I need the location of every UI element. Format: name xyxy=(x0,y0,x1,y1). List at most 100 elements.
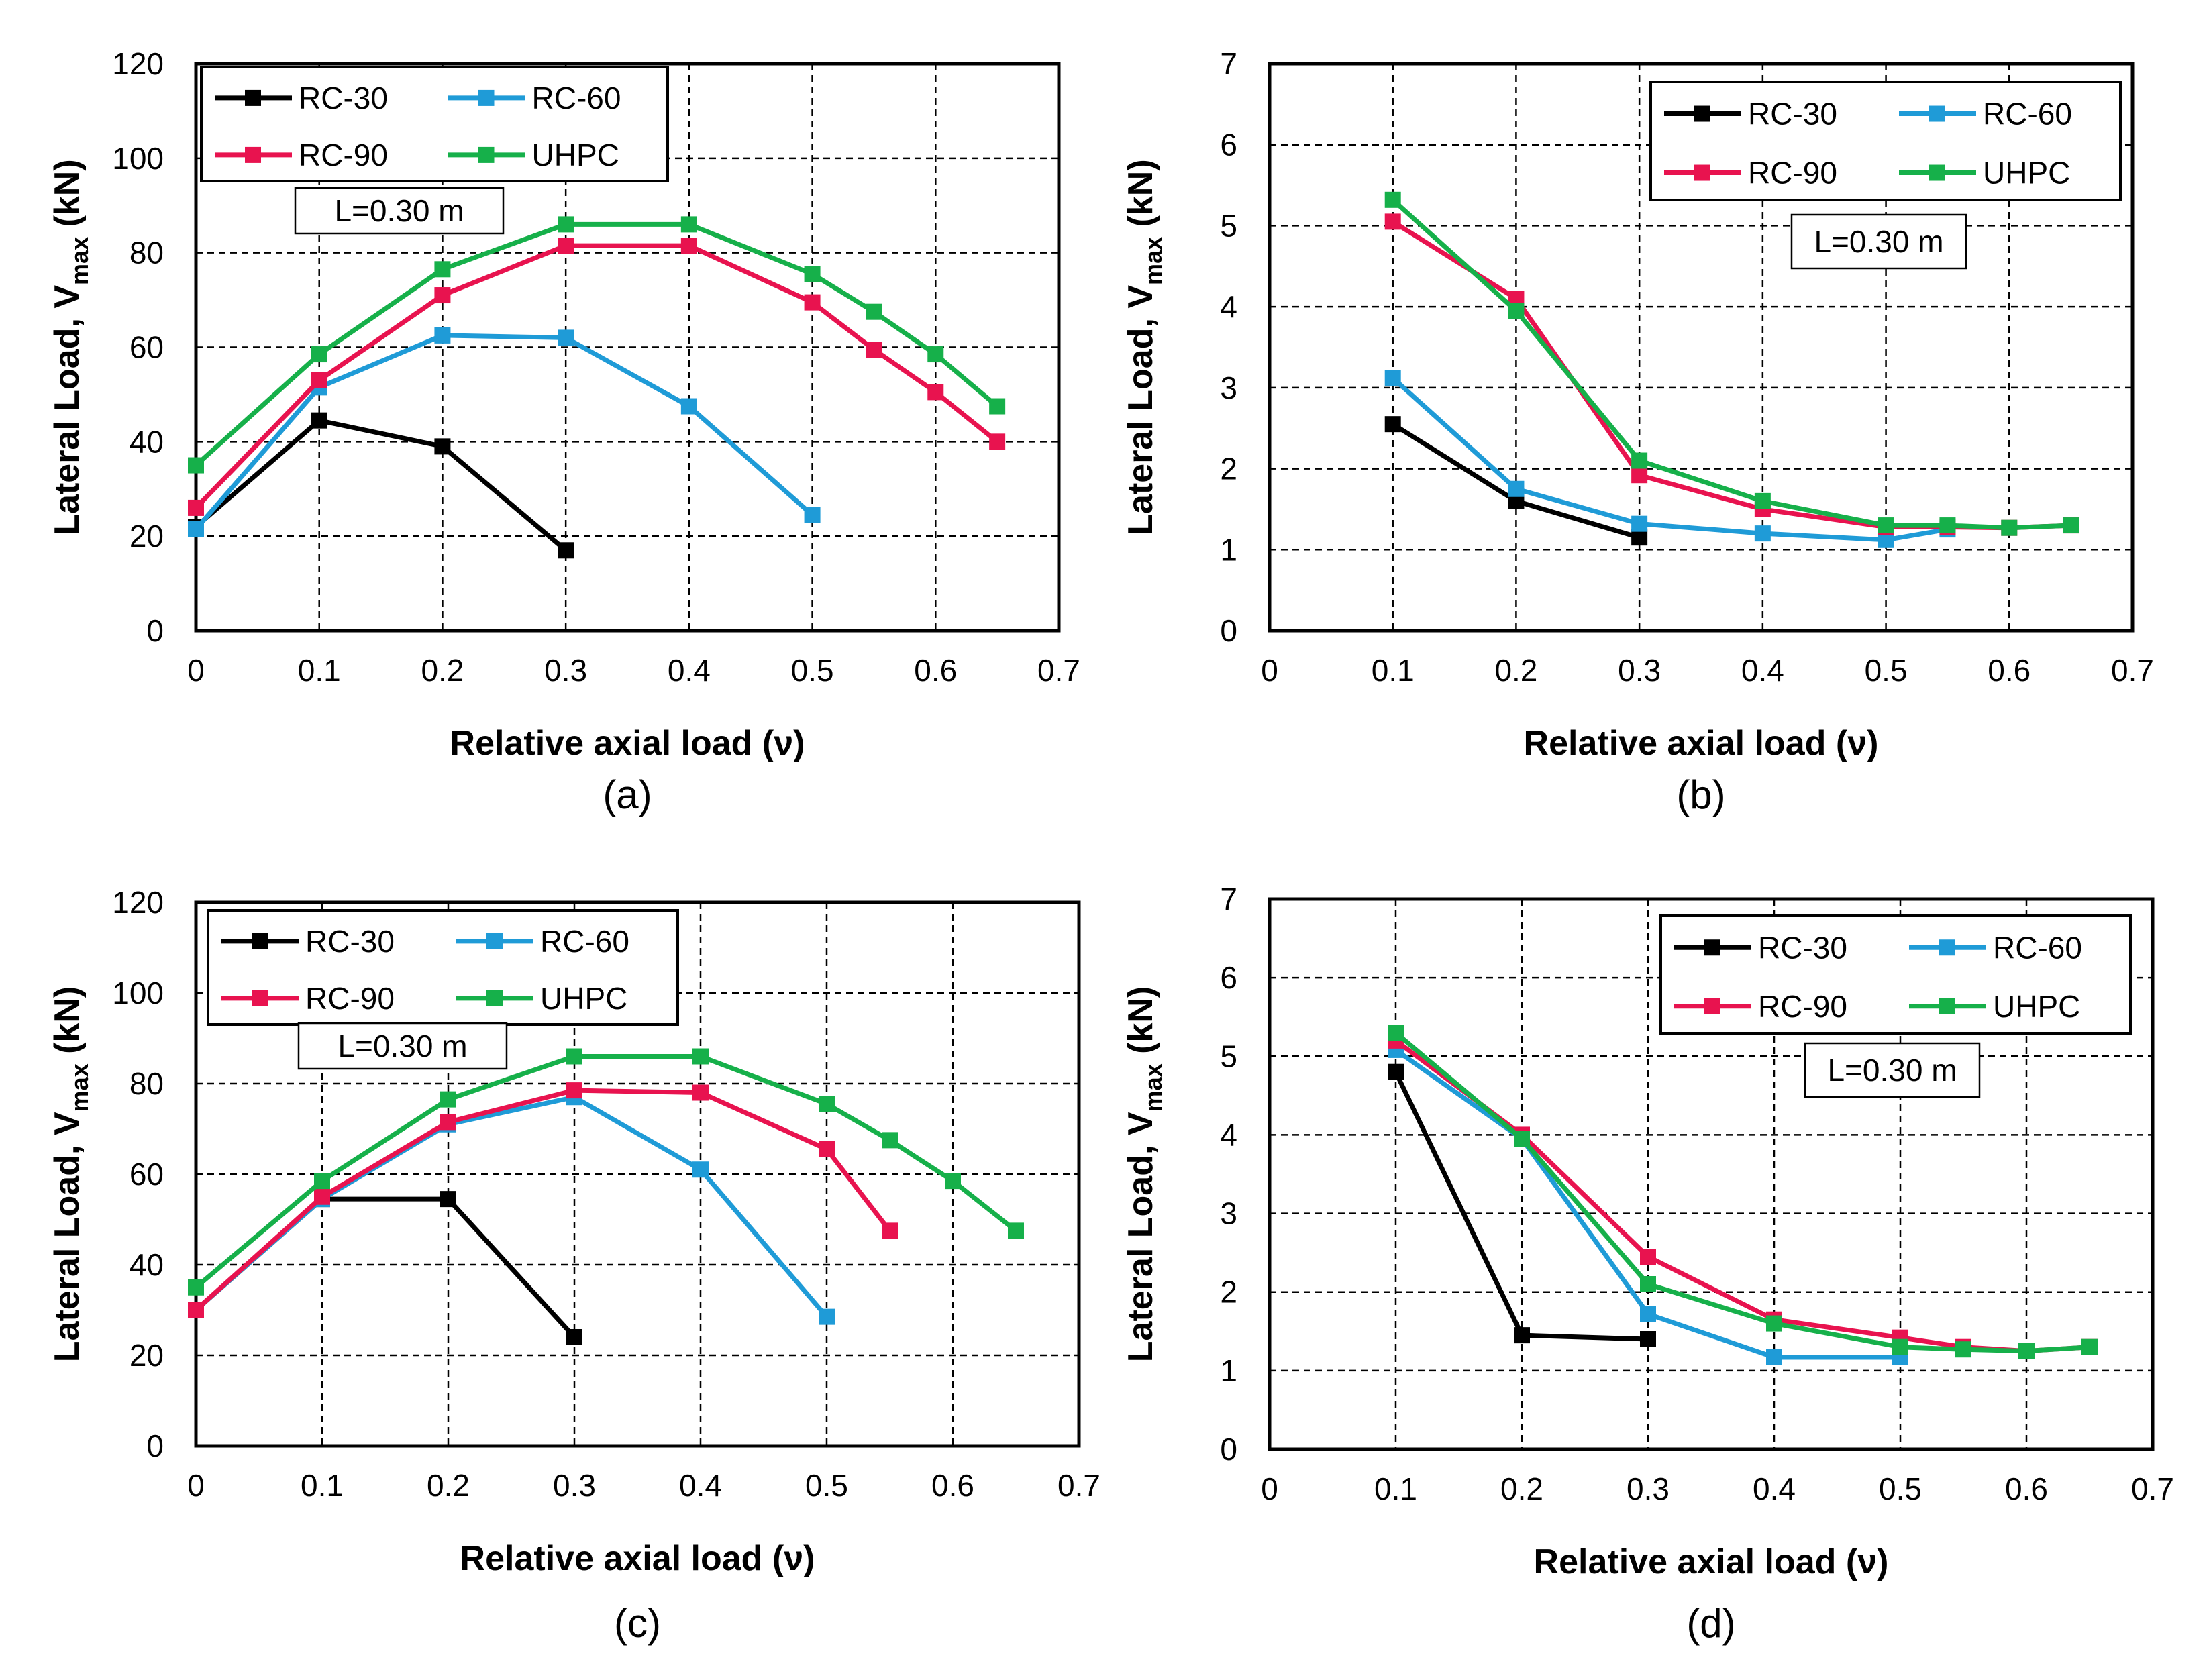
legend-label: RC-90 xyxy=(305,981,395,1016)
series-line xyxy=(1394,1039,2090,1354)
y-tick-label: 4 xyxy=(1220,289,1237,324)
series-line xyxy=(194,418,568,552)
data-point xyxy=(434,261,451,278)
legend-label: RC-60 xyxy=(532,81,621,115)
data-point xyxy=(2063,517,2079,534)
y-tick-label: 6 xyxy=(1220,960,1237,995)
x-tick-label: 0.2 xyxy=(1500,1471,1543,1506)
x-tick-label: 0.4 xyxy=(679,1468,722,1503)
note-box xyxy=(297,1022,508,1070)
data-point xyxy=(188,457,204,474)
x-axis-title: Relative axial load (ν) xyxy=(1534,1542,1889,1581)
y-tick-label: 100 xyxy=(112,976,164,1010)
legend-label: RC-30 xyxy=(305,924,395,959)
legend-label: UHPC xyxy=(1983,156,2070,191)
data-point xyxy=(558,329,574,346)
data-point xyxy=(680,398,697,415)
legend-label: RC-60 xyxy=(1983,97,2072,132)
y-tick-label: 120 xyxy=(112,885,164,920)
legend-box xyxy=(207,909,679,1026)
data-point xyxy=(1514,1131,1530,1147)
data-point xyxy=(804,294,821,311)
x-tick-label: 0.4 xyxy=(1741,653,1784,688)
y-tick-label: 7 xyxy=(1220,882,1237,916)
data-point xyxy=(2081,1338,2098,1355)
plot-frame xyxy=(194,62,1061,633)
legend-label: RC-30 xyxy=(1748,97,1837,132)
x-tick-label: 0.5 xyxy=(791,653,834,688)
y-tick-label: 1 xyxy=(1220,532,1237,567)
data-point xyxy=(188,1279,204,1296)
data-point xyxy=(1640,1276,1656,1292)
x-tick-label: 0.1 xyxy=(298,653,341,688)
y-tick-label: 1 xyxy=(1220,1353,1237,1388)
legend-label: UHPC xyxy=(540,981,627,1016)
legend-marker xyxy=(252,933,268,949)
x-tick-label: 0.6 xyxy=(914,653,957,688)
legend-marker xyxy=(1694,105,1710,122)
data-point xyxy=(866,303,882,320)
series-line xyxy=(1394,1031,2090,1354)
data-point xyxy=(1892,1338,1908,1355)
legend-marker xyxy=(1704,939,1720,956)
series-line xyxy=(194,1196,576,1339)
data-point xyxy=(882,1222,898,1239)
y-axis-title: Lateral Load, Vmax (kN) xyxy=(1121,159,1167,535)
x-tick-label: 0.4 xyxy=(668,653,711,688)
data-point xyxy=(2018,1343,2035,1359)
data-point xyxy=(1384,213,1401,230)
x-tick-label: 0 xyxy=(1261,1471,1278,1506)
x-tick-label: 0.2 xyxy=(421,653,464,688)
data-point xyxy=(927,384,944,401)
x-tick-label: 0.1 xyxy=(1374,1471,1417,1506)
data-point xyxy=(1766,1349,1782,1365)
x-tick-label: 0.6 xyxy=(2005,1471,2048,1506)
data-point xyxy=(1388,1063,1404,1080)
note-text: L=0.30 m xyxy=(1814,224,1943,259)
x-tick-label: 0 xyxy=(187,1468,205,1503)
legend-label: UHPC xyxy=(1993,989,2080,1024)
data-point xyxy=(566,1082,582,1099)
data-point xyxy=(989,433,1006,450)
x-tick-label: 0 xyxy=(1261,653,1278,688)
y-axis-title: Lateral Load, Vmax (kN) xyxy=(48,986,93,1362)
data-point xyxy=(1631,529,1648,546)
x-tick-label: 0.1 xyxy=(1372,653,1415,688)
panel-label: (a) xyxy=(603,772,652,817)
data-point xyxy=(680,238,697,254)
x-tick-label: 0.7 xyxy=(2111,653,2154,688)
legend-label: UHPC xyxy=(532,138,619,172)
data-point xyxy=(2001,519,2018,536)
data-point xyxy=(1955,1341,1971,1358)
x-tick-label: 0.6 xyxy=(1988,653,2030,688)
x-axis-title: Relative axial load (ν) xyxy=(1524,724,1879,763)
series-line xyxy=(1391,198,2071,531)
legend-marker xyxy=(1929,164,1945,181)
legend-marker xyxy=(486,990,503,1006)
x-tick-label: 0.3 xyxy=(1618,653,1661,688)
legend-marker xyxy=(478,89,495,106)
data-point xyxy=(1388,1025,1404,1041)
data-point xyxy=(819,1141,835,1157)
x-tick-label: 0.2 xyxy=(1494,653,1537,688)
y-tick-label: 100 xyxy=(112,141,164,176)
y-tick-label: 60 xyxy=(130,330,164,365)
x-tick-label: 0.6 xyxy=(931,1468,974,1503)
note-text: L=0.30 m xyxy=(334,193,464,228)
x-tick-label: 0.2 xyxy=(427,1468,470,1503)
chart-panel: 0 0.1 0.2 0.3 0.4 0.5 0.6 0.7 0 1 2 3 4 5 6 7 RC-30 RC-60… xyxy=(1121,46,2154,817)
data-point xyxy=(692,1048,709,1065)
y-tick-label: 20 xyxy=(130,519,164,554)
y-tick-label: 4 xyxy=(1220,1117,1237,1152)
y-tick-label: 7 xyxy=(1220,46,1237,81)
x-axis-title: Relative axial load (ν) xyxy=(460,1539,815,1578)
data-point xyxy=(188,499,204,516)
data-point xyxy=(819,1308,835,1325)
y-tick-label: 0 xyxy=(146,1428,164,1463)
data-point xyxy=(866,342,882,358)
data-point xyxy=(188,1302,204,1318)
y-tick-label: 5 xyxy=(1220,1039,1237,1073)
panel-label: (d) xyxy=(1686,1601,1735,1646)
legend-marker xyxy=(245,146,261,163)
x-tick-label: 0.7 xyxy=(1058,1468,1100,1503)
